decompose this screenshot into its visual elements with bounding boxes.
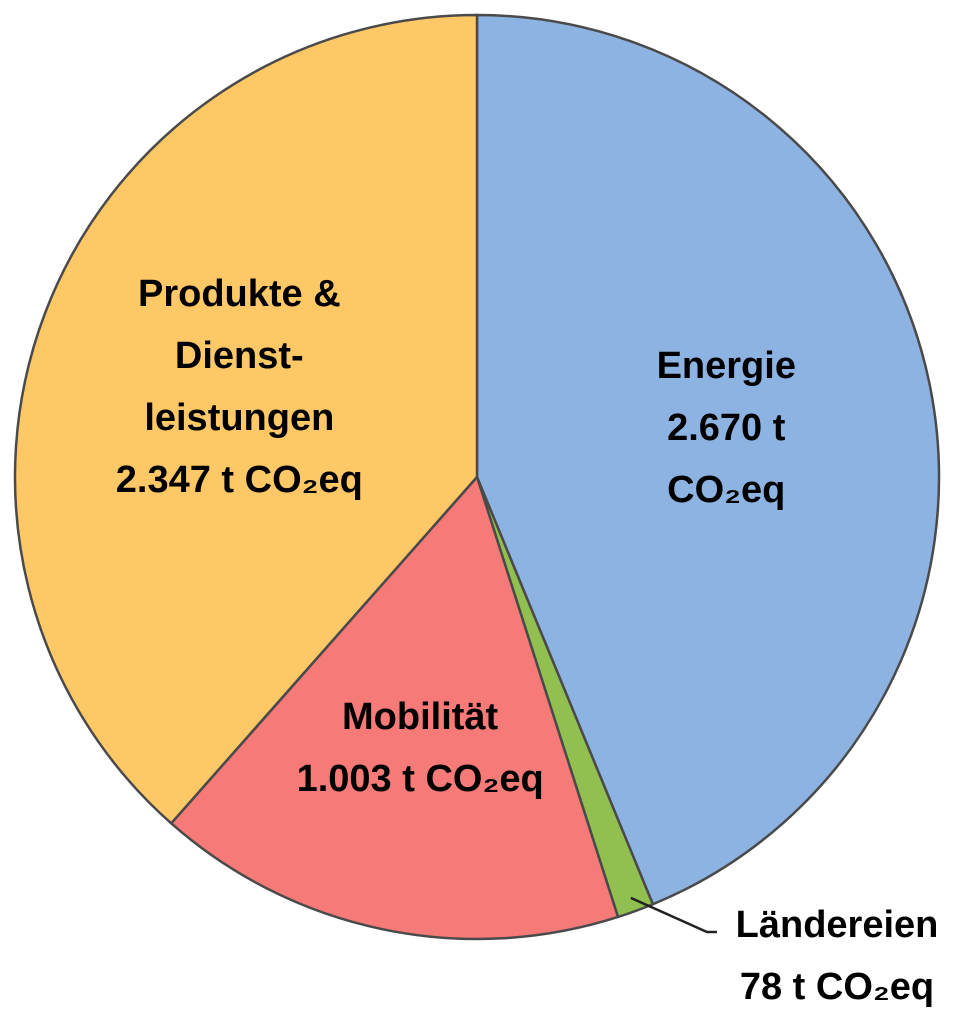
- slice-label: Produkte & Dienst-leistungen 2.347 t CO₂e…: [94, 263, 384, 511]
- category-label: Mobilität: [342, 696, 499, 739]
- value-label: 2.670 t CO₂eq: [667, 406, 786, 511]
- slice-label: Energie 2.670 t CO₂eq: [612, 335, 840, 521]
- pie-slice: [13, 13, 479, 826]
- category-label: Ländereien: [735, 904, 939, 946]
- pie-slice: [169, 474, 620, 941]
- category-label: Produkte & Dienst-leistungen: [137, 273, 341, 440]
- leader-line: [630, 896, 717, 934]
- pie-slice: [475, 13, 941, 906]
- value-label: 78 t CO₂eq: [739, 966, 935, 1008]
- value-label: 2.347 t CO₂eq: [115, 459, 363, 502]
- slice-label: Ländereien 78 t CO₂eq: [736, 894, 939, 1018]
- slice-label: Mobilität 1.003 t CO₂eq: [297, 686, 544, 810]
- value-label: 1.003 t CO₂eq: [296, 758, 544, 801]
- category-label: Energie: [656, 344, 796, 387]
